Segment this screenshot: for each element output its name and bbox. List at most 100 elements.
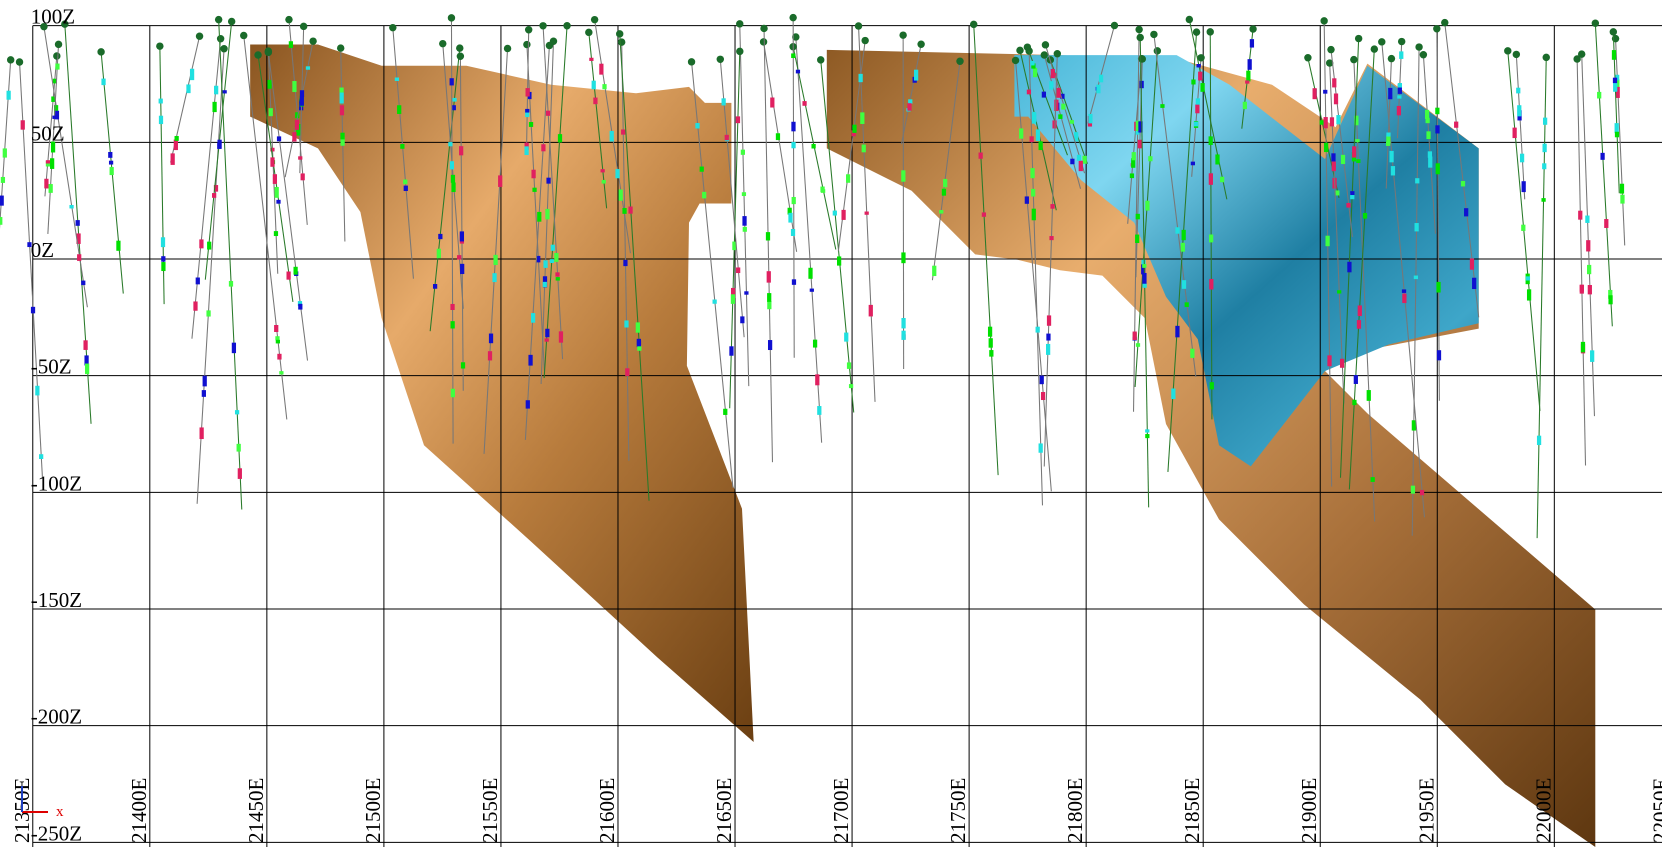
collar bbox=[1610, 28, 1617, 35]
collar bbox=[970, 21, 977, 28]
assay-interval bbox=[1032, 112, 1036, 124]
assay-interval bbox=[52, 116, 56, 119]
collar bbox=[1504, 47, 1511, 54]
assay-interval bbox=[695, 123, 699, 128]
assay-interval bbox=[1050, 204, 1054, 209]
assay-interval bbox=[277, 136, 281, 141]
assay-interval bbox=[400, 144, 404, 149]
assay-interval bbox=[810, 289, 814, 292]
collar bbox=[1024, 43, 1031, 50]
assay-interval bbox=[171, 153, 175, 165]
assay-interval bbox=[450, 161, 454, 169]
assay-interval bbox=[901, 252, 905, 263]
assay-interval bbox=[1136, 214, 1140, 219]
assay-interval bbox=[1415, 178, 1419, 183]
assay-interval bbox=[531, 313, 535, 323]
assay-interval bbox=[541, 144, 545, 151]
assay-interval bbox=[988, 327, 992, 337]
collar bbox=[300, 23, 307, 30]
assay-interval bbox=[207, 242, 211, 250]
assay-interval bbox=[1049, 81, 1053, 89]
assay-interval bbox=[1517, 105, 1521, 116]
drillhole bbox=[793, 18, 794, 358]
assay-interval bbox=[1190, 349, 1194, 358]
y-tick-label: 50Z bbox=[31, 121, 65, 145]
assay-interval bbox=[279, 371, 283, 374]
assay-interval bbox=[1527, 289, 1531, 300]
assay-interval bbox=[186, 84, 190, 93]
assay-interval bbox=[1027, 90, 1031, 95]
assay-interval bbox=[815, 374, 819, 385]
collar bbox=[1398, 38, 1405, 45]
assay-interval bbox=[529, 122, 533, 127]
assay-interval bbox=[559, 331, 563, 342]
assay-interval bbox=[1032, 209, 1036, 221]
assay-interval bbox=[214, 86, 218, 95]
assay-interval bbox=[39, 454, 43, 459]
assay-interval bbox=[459, 146, 463, 155]
assay-interval bbox=[979, 153, 983, 159]
assay-interval bbox=[452, 98, 456, 102]
collar bbox=[1249, 25, 1256, 32]
assay-interval bbox=[1194, 122, 1198, 127]
assay-interval bbox=[1336, 115, 1340, 124]
collar bbox=[855, 22, 862, 29]
assay-interval bbox=[1541, 198, 1545, 202]
assay-interval bbox=[81, 281, 85, 286]
assay-interval bbox=[791, 53, 795, 58]
collar bbox=[616, 30, 623, 37]
assay-interval bbox=[740, 316, 744, 323]
assay-interval bbox=[619, 189, 623, 200]
assay-interval bbox=[1355, 139, 1359, 142]
assay-interval bbox=[859, 74, 863, 82]
assay-interval bbox=[767, 293, 771, 302]
assay-interval bbox=[1436, 282, 1440, 293]
assay-interval bbox=[1033, 68, 1037, 77]
assay-interval bbox=[1243, 102, 1247, 109]
assay-interval bbox=[1220, 177, 1224, 182]
assay-interval bbox=[1335, 190, 1339, 195]
assay-interval bbox=[1367, 390, 1371, 401]
assay-interval bbox=[702, 192, 706, 199]
assay-interval bbox=[175, 136, 179, 141]
assay-interval bbox=[1195, 104, 1199, 113]
assay-interval bbox=[558, 134, 562, 142]
assay-interval bbox=[1331, 153, 1335, 161]
assay-interval bbox=[1428, 157, 1432, 168]
assay-interval bbox=[528, 355, 532, 366]
assay-interval bbox=[847, 362, 851, 368]
assay-interval bbox=[203, 376, 207, 387]
assay-interval bbox=[292, 132, 296, 141]
assay-interval bbox=[1245, 80, 1249, 83]
assay-interval bbox=[1332, 78, 1336, 87]
assay-interval bbox=[451, 321, 455, 328]
assay-interval bbox=[1198, 72, 1202, 81]
collar bbox=[1137, 34, 1144, 41]
collar bbox=[956, 58, 963, 65]
collar bbox=[285, 16, 292, 23]
assay-interval bbox=[1171, 388, 1175, 399]
assay-interval bbox=[908, 99, 912, 104]
assay-interval bbox=[298, 304, 302, 310]
assay-interval bbox=[599, 64, 603, 75]
assay-interval bbox=[1454, 122, 1458, 128]
collar bbox=[156, 42, 163, 49]
collar bbox=[899, 31, 906, 38]
assay-interval bbox=[525, 109, 529, 113]
section-view: 100Z50Z0Z-50Z-100Z-150Z-200Z-250Z21350E2… bbox=[0, 0, 1662, 847]
assay-interval bbox=[0, 217, 2, 225]
assay-interval bbox=[161, 262, 165, 271]
collar bbox=[1320, 17, 1327, 24]
assay-interval bbox=[1030, 168, 1034, 178]
collar bbox=[1135, 26, 1142, 33]
assay-interval bbox=[232, 343, 236, 353]
assay-interval bbox=[1436, 163, 1440, 174]
assay-interval bbox=[550, 259, 554, 263]
assay-interval bbox=[744, 291, 748, 294]
assay-interval bbox=[21, 120, 25, 129]
assay-interval bbox=[1371, 477, 1375, 482]
assay-interval bbox=[1246, 71, 1250, 82]
assay-interval bbox=[1132, 152, 1136, 160]
collar bbox=[1513, 51, 1520, 58]
assay-interval bbox=[791, 142, 795, 148]
